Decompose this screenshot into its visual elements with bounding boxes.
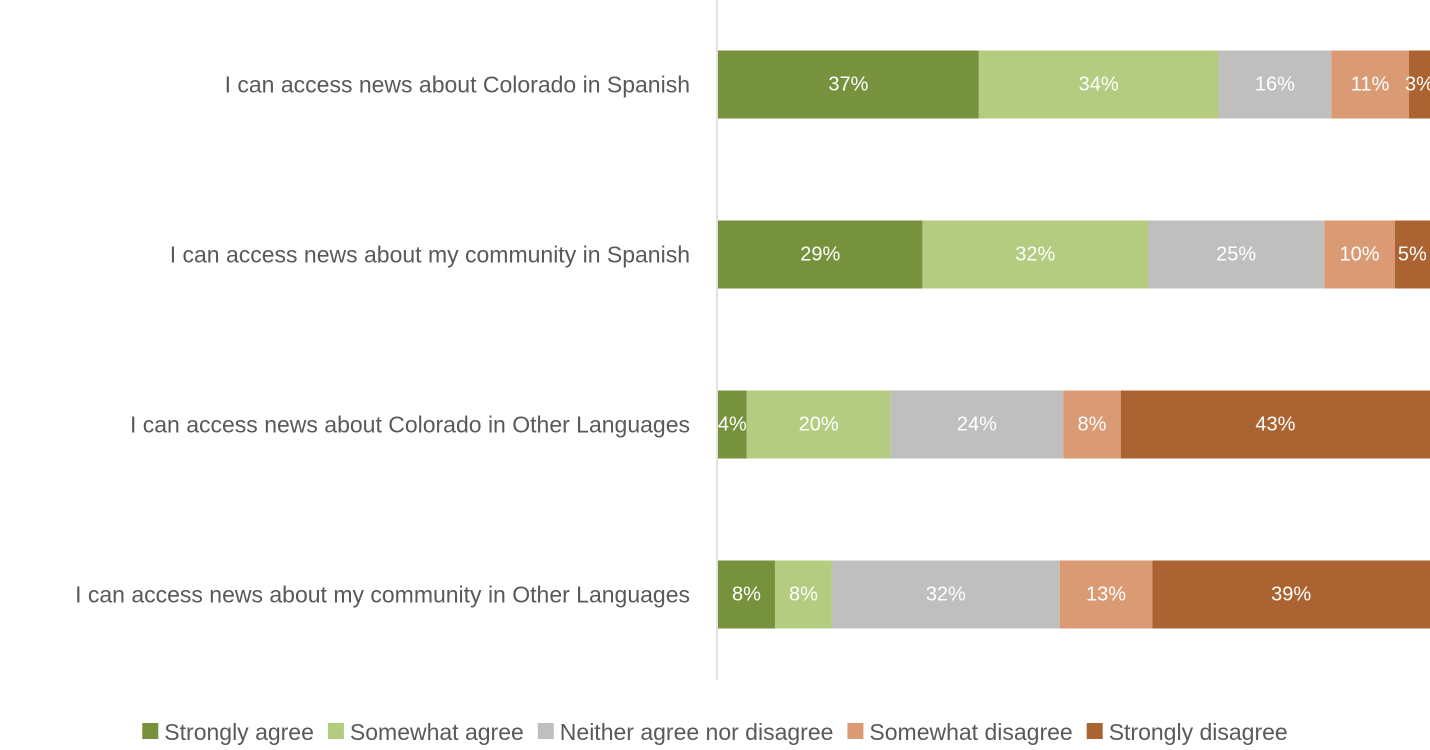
legend-swatch xyxy=(847,723,864,739)
data-label: 3% xyxy=(1405,74,1430,96)
bar-segment-strongly-disagree xyxy=(1152,560,1430,629)
legend-item-neither-agree-nor-disagree: Neither agree nor disagree xyxy=(537,719,834,745)
legend-item-somewhat-agree: Somewhat agree xyxy=(327,719,524,745)
bar-segment-neither-agree-nor-disagree xyxy=(890,390,1064,459)
data-label: 32% xyxy=(926,584,966,606)
bar-segment-neither-agree-nor-disagree xyxy=(1148,220,1325,289)
bar-segment-somewhat-agree xyxy=(922,220,1149,289)
legend-item-strongly-disagree: Strongly disagree xyxy=(1086,719,1288,745)
bar-segment-strongly-agree xyxy=(718,560,775,629)
legend-label: Neither agree nor disagree xyxy=(560,719,834,745)
legend-swatch xyxy=(142,723,159,739)
bar-segment-neither-agree-nor-disagree xyxy=(831,560,1060,629)
bar-segment-strongly-agree xyxy=(718,390,747,459)
legend: Strongly agree Somewhat agree Neither agre… xyxy=(142,719,1288,745)
data-label: 32% xyxy=(1015,244,1055,266)
bar-segment-strongly-disagree xyxy=(1394,220,1430,289)
bar-segment-somewhat-agree xyxy=(774,560,832,629)
bar-segment-somewhat-disagree xyxy=(1059,560,1153,629)
category-label: I can access news about my community in … xyxy=(170,242,690,268)
data-label: 13% xyxy=(1086,584,1126,606)
bar-segment-somewhat-disagree xyxy=(1324,220,1395,289)
data-label: 11% xyxy=(1351,74,1390,96)
category-labels: I can access news about Colorado in Span… xyxy=(75,72,690,608)
legend-label: Strongly disagree xyxy=(1109,719,1288,745)
legend-swatch xyxy=(1086,723,1103,739)
legend-item-somewhat-disagree: Somewhat disagree xyxy=(847,719,1073,745)
category-label: I can access news about Colorado in Span… xyxy=(225,72,690,98)
data-label: 37% xyxy=(828,74,868,96)
bar-segment-strongly-disagree xyxy=(1408,50,1430,119)
bar-segment-somewhat-disagree xyxy=(1331,50,1409,119)
data-label: 16% xyxy=(1255,74,1295,96)
bar-segment-strongly-agree xyxy=(718,220,923,289)
legend-item-strongly-agree: Strongly agree xyxy=(142,719,314,745)
data-label: 43% xyxy=(1255,414,1295,436)
category-label: I can access news about Colorado in Othe… xyxy=(130,412,690,438)
bar-segment-somewhat-disagree xyxy=(1063,390,1121,459)
bar-segment-somewhat-agree xyxy=(978,50,1219,119)
data-label: 34% xyxy=(1079,74,1119,96)
data-label: 4% xyxy=(718,414,747,436)
legend-swatch xyxy=(537,723,554,739)
data-label: 39% xyxy=(1271,584,1311,606)
data-label: 25% xyxy=(1216,244,1256,266)
bars-layer: 37% 34% 16% 11% 3% 29% 32% 25% 10% 5% 4% 20% 24% 8% 43… xyxy=(718,50,1430,629)
data-label: 8% xyxy=(1078,414,1107,436)
bar-segment-strongly-disagree xyxy=(1120,390,1430,459)
data-label: 5% xyxy=(1398,244,1427,266)
legend-label: Somewhat disagree xyxy=(869,719,1072,745)
data-label: 29% xyxy=(800,244,840,266)
data-label: 20% xyxy=(799,414,839,436)
category-label: I can access news about my community in … xyxy=(75,582,690,608)
data-label: 8% xyxy=(732,584,761,606)
legend-label: Strongly agree xyxy=(164,719,314,745)
data-label: 10% xyxy=(1339,244,1379,266)
bar-segment-neither-agree-nor-disagree xyxy=(1218,50,1332,119)
bar-segment-strongly-agree xyxy=(718,50,979,119)
bar-segment-somewhat-agree xyxy=(746,390,891,459)
data-label: 8% xyxy=(789,584,818,606)
data-label: 24% xyxy=(957,414,997,436)
legend-label: Somewhat agree xyxy=(350,719,524,745)
legend-swatch xyxy=(327,723,344,739)
